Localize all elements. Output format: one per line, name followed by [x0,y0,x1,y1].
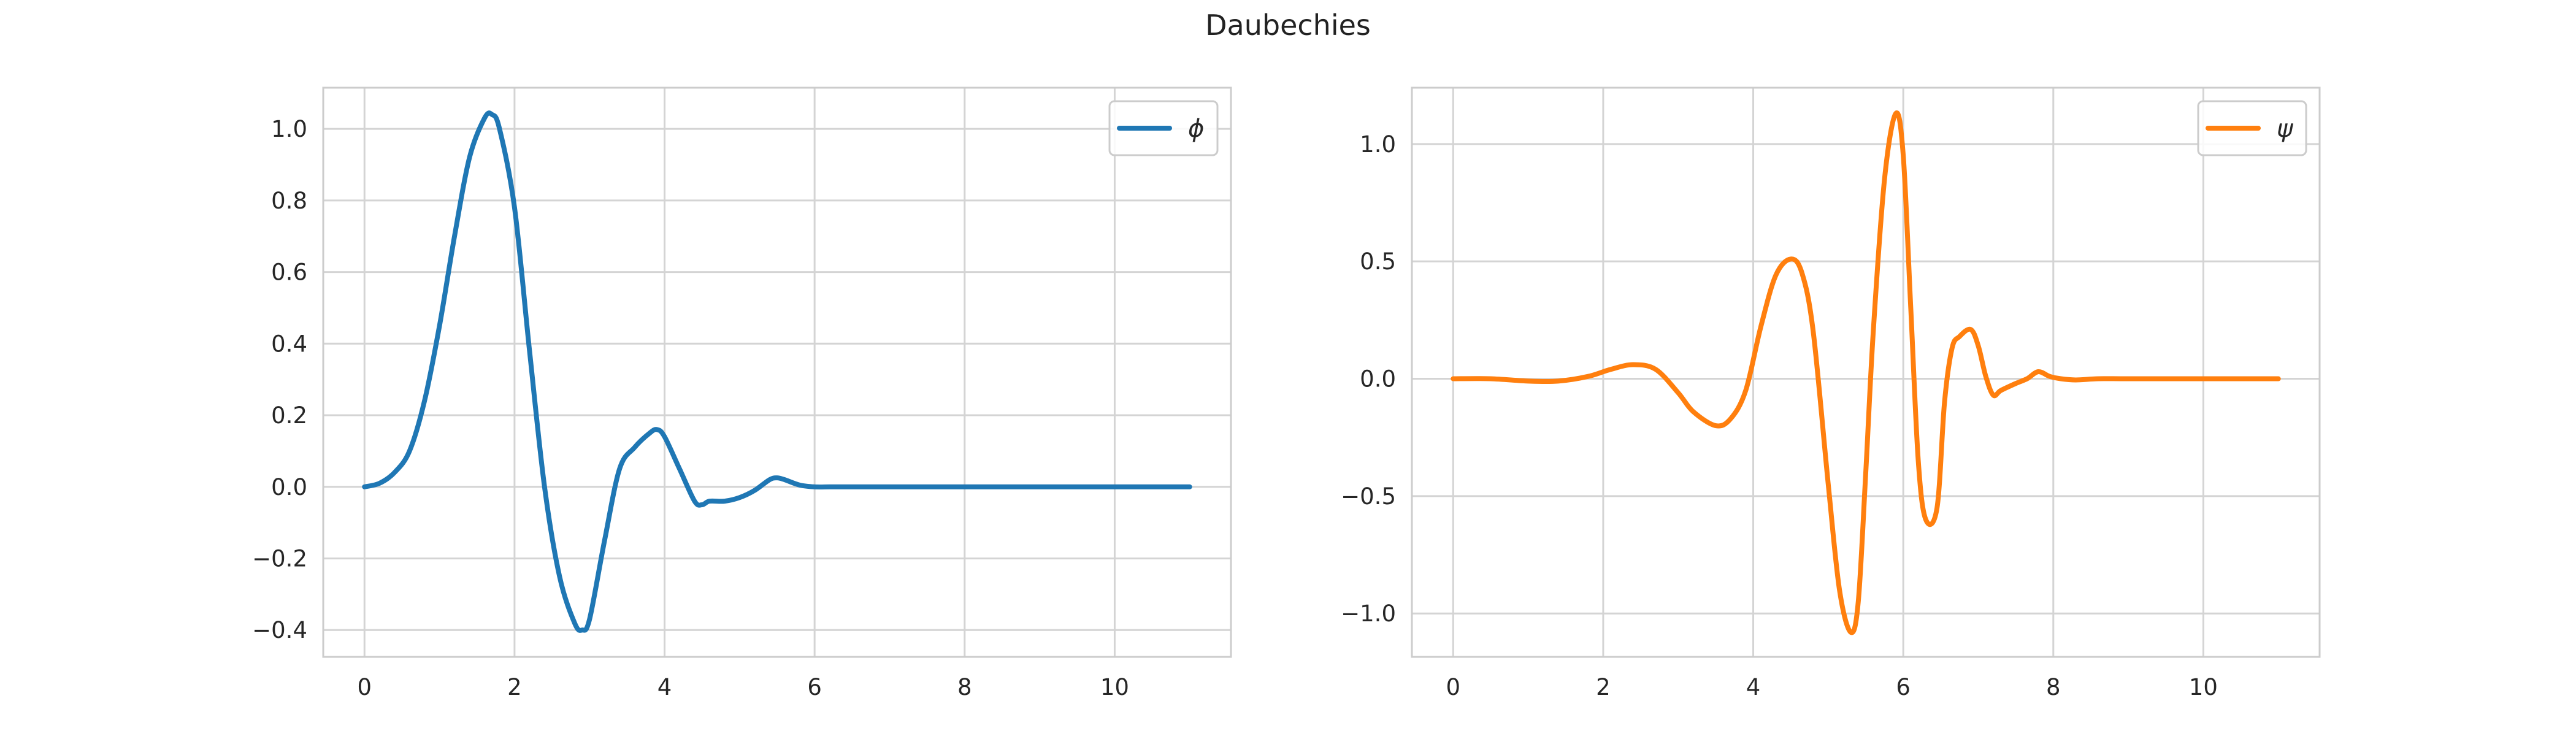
legend-label: ϕ [1188,115,1204,143]
x-tick-label: 8 [2046,674,2061,700]
axes-frame [322,86,1232,658]
x-tick-label: 4 [657,674,672,700]
x-tick-label: 4 [1746,674,1761,700]
y-tick-label: 0.6 [271,259,307,286]
series-line-1 [362,110,1192,633]
y-tick-label: 0.4 [271,331,307,357]
legend: ϕ [1108,100,1219,156]
y-tick-label: 0.2 [271,402,307,429]
y-tick-label: −0.4 [252,617,307,643]
chart-panel-1: 0 2 4 6 8 10 −0.4 −0.2 0.0 0.2 0.4 0.6 0.8 1.0 ϕ [252,86,1232,700]
legend-label: ψ [2277,115,2294,143]
x-tick-label: 0 [1446,674,1460,700]
y-tick-label: −1.0 [1341,600,1396,627]
x-tick-label: 10 [1100,674,1129,700]
y-tick-label: 0.0 [271,474,307,500]
y-tick-label: 0.8 [271,188,307,214]
y-tick-label: −0.5 [1341,483,1396,510]
x-tick-label: 6 [807,674,822,700]
x-tick-label: 10 [2189,674,2218,700]
y-tick-label: −0.2 [252,545,307,572]
series-line-1 [1451,110,2281,635]
y-tick-label: 1.0 [271,116,307,142]
x-tick-label: 2 [1596,674,1611,700]
axes-frame [1411,86,2321,658]
y-tick-label: 0.5 [1360,248,1396,275]
legend: ψ [2197,100,2307,156]
chart-panel-2: 0 2 4 6 8 10 −1.0 −0.5 0.0 0.5 1.0 ψ [1341,86,2321,700]
y-tick-label: 0.0 [1360,366,1396,393]
x-tick-label: 6 [1896,674,1911,700]
x-tick-label: 0 [357,674,372,700]
y-tick-label: 1.0 [1360,131,1396,158]
figure-title: Daubechies [1205,9,1371,42]
x-tick-label: 2 [507,674,522,700]
x-tick-label: 8 [957,674,972,700]
